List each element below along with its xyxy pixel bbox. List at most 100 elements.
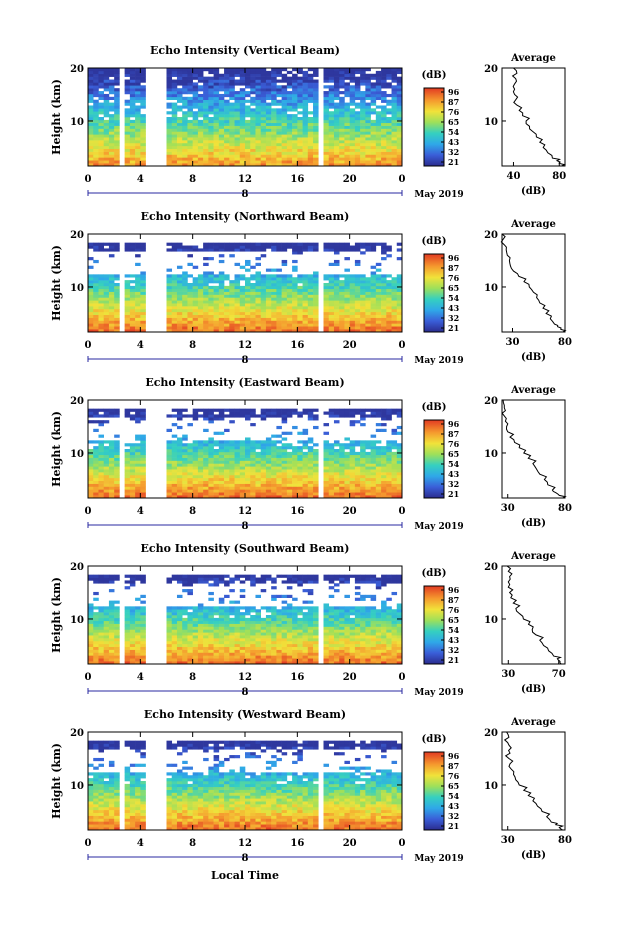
- heatmap-cell: [333, 148, 340, 152]
- heatmap-cell: [171, 145, 178, 149]
- heatmap-cell: [129, 82, 136, 86]
- heatmap-cell: [213, 483, 220, 487]
- heatmap-cell: [88, 486, 94, 490]
- heatmap-cell: [135, 463, 141, 467]
- heatmap-cell: [187, 311, 193, 315]
- heatmap-cell: [271, 635, 277, 639]
- heatmap-cell: [339, 306, 345, 310]
- heatmap-cell: [265, 640, 272, 645]
- heatmap-cell: [360, 638, 366, 642]
- heatmap-cell: [129, 414, 136, 418]
- heatmap-cell: [192, 93, 199, 98]
- heatmap-cell: [208, 160, 214, 164]
- heatmap-cell: [182, 96, 188, 100]
- heatmap-cell: [381, 326, 387, 330]
- heatmap-cell: [260, 248, 267, 252]
- heatmap-cell: [307, 457, 314, 461]
- heatmap-cell: [182, 489, 188, 493]
- heatmap-cell: [297, 117, 303, 121]
- heatmap-cell: [276, 79, 282, 83]
- heatmap-cell: [381, 137, 387, 141]
- heatmap-cell: [203, 114, 209, 118]
- heatmap-cell: [192, 102, 199, 106]
- heatmap-cell: [224, 274, 230, 278]
- heatmap-cell: [140, 323, 146, 327]
- heatmap-cell: [245, 111, 251, 115]
- heatmap-cell: [381, 122, 387, 126]
- heatmap-cell: [302, 469, 309, 473]
- heatmap-cell: [135, 477, 141, 481]
- heatmap-cell: [286, 131, 293, 135]
- heatmap-cell: [182, 320, 188, 324]
- heatmap-cell: [292, 480, 298, 484]
- heatmap-cell: [124, 274, 131, 278]
- heatmap-cell: [218, 638, 225, 642]
- heatmap-cell: [140, 99, 146, 103]
- colorbar-tick-label: 32: [448, 313, 459, 323]
- heatmap-cell: [292, 457, 298, 461]
- heatmap-cell: [365, 248, 371, 252]
- heatmap-cell: [108, 154, 115, 158]
- profile-y-tick-label: 20: [484, 64, 498, 75]
- heatmap-cell: [208, 449, 214, 453]
- heatmap-cell: [386, 160, 392, 164]
- heatmap-cell: [292, 652, 298, 656]
- heatmap-cell: [302, 457, 309, 461]
- heatmap-cell: [203, 291, 209, 295]
- heatmap-cell: [166, 474, 173, 479]
- heatmap-cell: [88, 73, 94, 77]
- heatmap-cell: [302, 308, 309, 313]
- heatmap-cell: [171, 111, 178, 115]
- heatmap-cell: [276, 638, 282, 642]
- heatmap-cell: [281, 294, 288, 298]
- heatmap-cell: [108, 635, 115, 639]
- heatmap-cell: [129, 114, 136, 118]
- heatmap-cell: [386, 480, 392, 484]
- heatmap-cell: [323, 137, 330, 141]
- heatmap-cell: [276, 311, 282, 315]
- heatmap-cell: [224, 495, 230, 499]
- heatmap-cell: [88, 314, 94, 318]
- heatmap-cell: [313, 443, 319, 447]
- heatmap-cell: [276, 469, 282, 473]
- heatmap-cell: [375, 311, 382, 315]
- heatmap-cell: [344, 414, 350, 418]
- heatmap-cell: [135, 480, 141, 484]
- heatmap-cell: [135, 492, 141, 496]
- heatmap-cell: [197, 285, 204, 290]
- heatmap-cell: [281, 414, 288, 418]
- heatmap-cell: [182, 446, 188, 450]
- heatmap-cell: [234, 111, 241, 115]
- heatmap-cell: [208, 638, 214, 642]
- heatmap-cell: [333, 443, 340, 447]
- heatmap-cell: [239, 303, 246, 307]
- heatmap-cell: [271, 82, 277, 86]
- heatmap-cell: [98, 483, 104, 487]
- heatmap-cell: [234, 477, 241, 481]
- heatmap-cell: [260, 105, 267, 109]
- heatmap-cell: [339, 157, 345, 161]
- heatmap-cell: [292, 117, 298, 121]
- heatmap-cell: [265, 314, 272, 318]
- heatmap-cell: [234, 142, 241, 147]
- heatmap-cell: [114, 661, 120, 665]
- heatmap-cell: [239, 495, 246, 499]
- heatmap-cell: [255, 160, 261, 164]
- heatmap-cell: [354, 114, 361, 118]
- heatmap-cell: [349, 73, 356, 77]
- heatmap-cell: [386, 326, 392, 330]
- heatmap-cell: [339, 635, 345, 639]
- heatmap-cell: [103, 280, 110, 284]
- heatmap-cell: [250, 248, 256, 252]
- heatmap-cell: [250, 326, 256, 330]
- heatmap-cell: [166, 122, 173, 126]
- colorbar-tick-label: 43: [448, 469, 460, 479]
- heatmap-cell: [224, 288, 230, 292]
- heatmap-cell: [302, 154, 309, 158]
- heatmap-cell: [381, 291, 387, 295]
- heatmap-cell: [255, 655, 261, 659]
- heatmap-cell: [292, 460, 298, 464]
- heatmap-cell: [187, 451, 193, 456]
- heatmap-cell: [396, 145, 403, 149]
- heatmap-cell: [307, 658, 314, 662]
